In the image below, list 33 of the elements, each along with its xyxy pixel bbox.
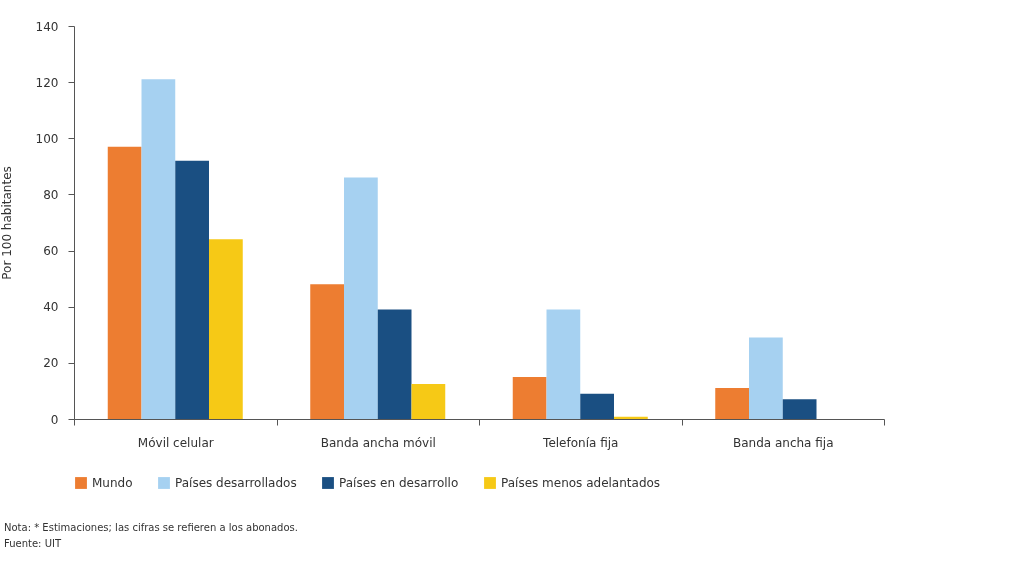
bar	[310, 284, 344, 419]
bar	[411, 383, 446, 419]
y-tick-label: 120	[35, 75, 59, 90]
y-tick-label: 20	[43, 356, 59, 371]
bar	[141, 79, 176, 419]
legend-label: Países menos adelantados	[501, 476, 661, 490]
bar	[715, 388, 749, 419]
legend-label: Países en desarrollo	[339, 476, 459, 490]
text: Nota: * Estimaciones; las cifras se refieren a los abonados.	[4, 521, 298, 535]
bar	[749, 337, 783, 419]
bar	[377, 309, 412, 419]
y-tick-label: 0	[50, 412, 59, 427]
bar	[107, 146, 142, 419]
y-tick-label: 100	[35, 131, 59, 146]
legend-label: Mundo	[92, 476, 133, 490]
y-tick-label: 80	[43, 187, 59, 202]
x-tick-label: Banda ancha fija	[732, 435, 834, 450]
bar	[209, 239, 243, 419]
legend-label: Países desarrollados	[175, 476, 297, 490]
y-axis-title: Por 100 habitantes	[0, 166, 14, 280]
x-tick-label: Banda ancha móvil	[320, 435, 436, 450]
bar	[175, 160, 209, 419]
bar	[512, 376, 547, 419]
bar	[782, 399, 817, 419]
y-tick-label: 40	[43, 300, 59, 315]
source-note: Fuente: UIT	[4, 537, 63, 551]
x-tick-label: Telefonía fija	[542, 435, 619, 450]
bar	[580, 393, 614, 419]
bar	[546, 309, 581, 419]
y-tick-label: 60	[43, 244, 59, 259]
y-tick-label: 140	[35, 19, 59, 34]
bar	[344, 177, 378, 419]
x-tick-label: Móvil celular	[137, 435, 214, 450]
